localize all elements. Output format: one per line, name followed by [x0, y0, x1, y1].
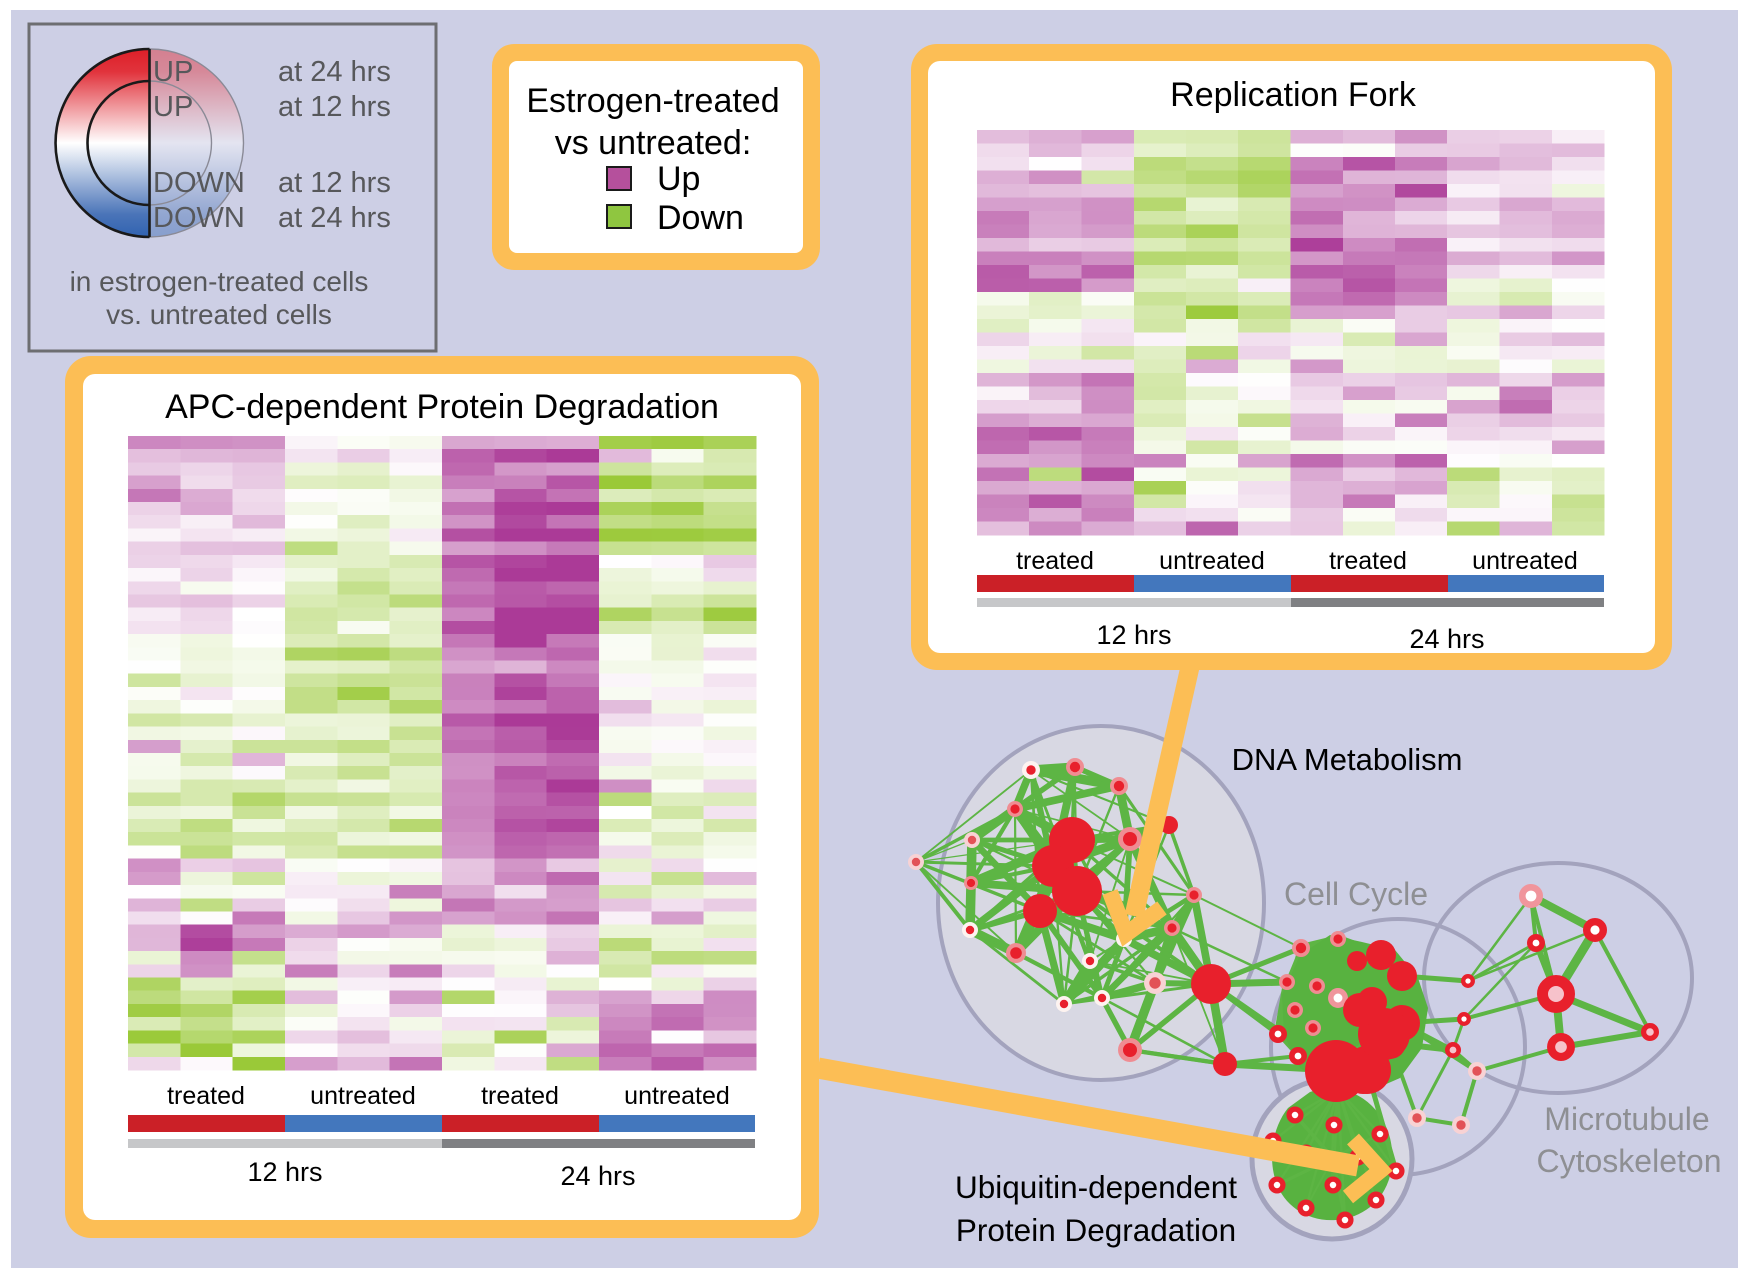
svg-text:vs. untreated cells: vs. untreated cells [106, 299, 332, 330]
svg-text:12 hrs: 12 hrs [1096, 620, 1171, 650]
svg-text:treated: treated [1329, 547, 1407, 575]
svg-text:in estrogen-treated cells: in estrogen-treated cells [70, 266, 369, 297]
svg-text:12 hrs: 12 hrs [247, 1157, 322, 1187]
svg-text:Replication Fork: Replication Fork [1170, 76, 1417, 114]
svg-text:Ubiquitin-dependent: Ubiquitin-dependent [955, 1169, 1237, 1205]
svg-text:at 24 hrs: at 24 hrs [278, 202, 391, 234]
svg-text:Cytoskeleton: Cytoskeleton [1537, 1143, 1722, 1179]
svg-text:24 hrs: 24 hrs [560, 1161, 635, 1191]
svg-text:untreated: untreated [310, 1082, 416, 1110]
svg-text:UP: UP [153, 56, 193, 88]
svg-text:DOWN: DOWN [153, 202, 245, 234]
svg-text:Down: Down [657, 199, 744, 237]
svg-text:Up: Up [657, 160, 700, 198]
svg-text:treated: treated [481, 1082, 559, 1110]
svg-text:DOWN: DOWN [153, 167, 245, 199]
svg-text:DNA Metabolism: DNA Metabolism [1232, 742, 1463, 777]
svg-text:Microtubule: Microtubule [1544, 1101, 1709, 1137]
svg-text:untreated: untreated [624, 1082, 730, 1110]
svg-text:untreated: untreated [1159, 547, 1265, 575]
svg-text:Estrogen-treated: Estrogen-treated [526, 82, 779, 120]
svg-text:at 12 hrs: at 12 hrs [278, 167, 391, 199]
svg-text:untreated: untreated [1472, 547, 1578, 575]
svg-text:Protein Degradation: Protein Degradation [956, 1212, 1236, 1248]
svg-text:at 12 hrs: at 12 hrs [278, 91, 391, 123]
svg-text:treated: treated [167, 1082, 245, 1110]
svg-text:Cell Cycle: Cell Cycle [1284, 876, 1428, 912]
svg-text:24 hrs: 24 hrs [1409, 624, 1484, 654]
svg-text:APC-dependent Protein Degradat: APC-dependent Protein Degradation [165, 388, 719, 426]
svg-text:treated: treated [1016, 547, 1094, 575]
svg-text:at 24 hrs: at 24 hrs [278, 56, 391, 88]
svg-text:UP: UP [153, 91, 193, 123]
svg-text:vs untreated:: vs untreated: [555, 124, 752, 162]
